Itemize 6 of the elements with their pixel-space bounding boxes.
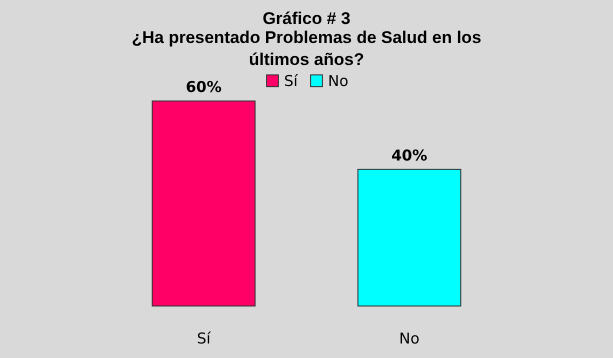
chart-subtitle: ¿Ha presentado Problemas de Salud en los últimos años? [132, 28, 482, 69]
data-label: 40% [391, 146, 428, 164]
legend-label: Sí [284, 72, 299, 90]
legend-label: No [328, 72, 348, 90]
chart-title: Gráfico # 3 [262, 9, 350, 28]
data-label: 60% [186, 78, 222, 96]
